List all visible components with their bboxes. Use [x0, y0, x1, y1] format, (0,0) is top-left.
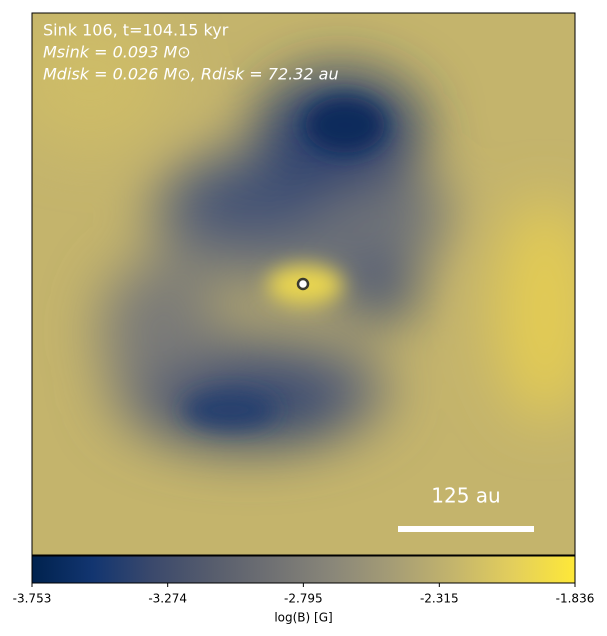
colorbar-tick-label: -2.795 — [284, 592, 323, 606]
colorbar-tick-label: -2.315 — [420, 592, 459, 606]
sink-marker — [296, 277, 310, 291]
annotation: Sink 106, t=104.15 kyr — [43, 21, 229, 40]
colorbar-tick-label: -3.274 — [148, 592, 187, 606]
annotation: Msink = 0.093 M⊙ — [43, 43, 191, 62]
scale-bar-label: 125 au — [431, 484, 500, 508]
field-map — [32, 13, 575, 555]
colorbar — [31, 555, 576, 584]
colorbar-tick-label: -3.753 — [13, 592, 52, 606]
colorbar-tick-label: -1.836 — [556, 592, 595, 606]
colorbar-label: log(B) [G] — [274, 611, 332, 625]
plot-frame — [31, 12, 576, 556]
annotation: Mdisk = 0.026 M⊙, Rdisk = 72.32 au — [43, 65, 339, 84]
